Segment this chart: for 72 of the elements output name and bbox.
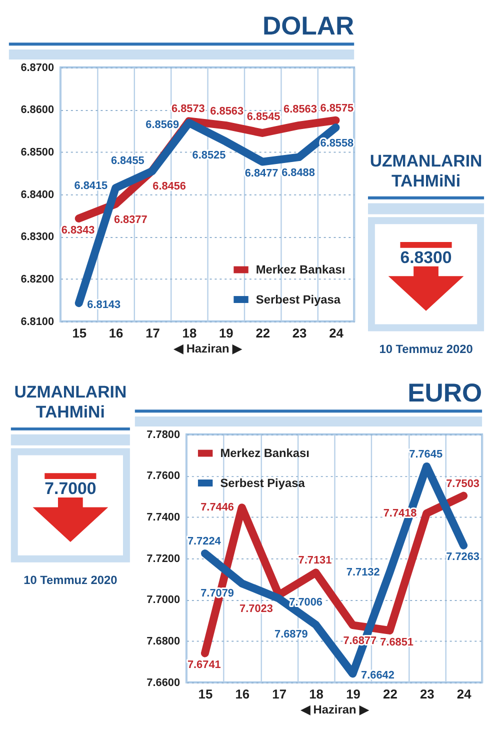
x-axis-title: ◀ Haziran ▶ [173, 342, 243, 356]
legend-label: Serbest Piyasa [220, 476, 306, 490]
data-label: 6.8456 [152, 180, 186, 193]
x-tick-label: 17 [146, 326, 160, 341]
data-label: 6.8569 [146, 118, 180, 131]
y-tick-label: 6.8500 [20, 146, 54, 159]
legend-label: Serbest Piyasa [256, 292, 341, 306]
x-tick-label: 22 [256, 326, 270, 341]
data-label: 7.7224 [187, 536, 221, 548]
text: 10 Temmuz 2020 [379, 342, 474, 356]
data-label: 7.6741 [187, 659, 221, 672]
data-label: 6.8545 [246, 111, 280, 124]
y-tick-label: 6.8700 [20, 62, 54, 74]
x-tick-label: 23 [292, 326, 307, 341]
data-label: 7.6851 [380, 636, 414, 648]
data-label: 6.8525 [192, 149, 226, 162]
y-tick-label: 6.8300 [20, 231, 54, 244]
data-label: 7.6879 [274, 628, 308, 641]
data-label: 6.8455 [110, 155, 144, 168]
x-tick-label: 22 [383, 686, 398, 702]
x-tick-label: 19 [346, 686, 360, 702]
y-tick-label: 6.8600 [20, 104, 54, 116]
data-label: 7.7131 [298, 554, 332, 567]
y-tick-label: 6.8200 [20, 273, 54, 286]
text: UZMANLARIN TAHMiNi [370, 152, 482, 190]
y-tick-label: 7.7600 [146, 470, 180, 482]
data-label: 6.8377 [114, 214, 148, 226]
x-axis-title: ◀ Haziran ▶ [300, 702, 370, 717]
x-tick-label: 24 [456, 686, 472, 702]
y-tick-label: 7.7000 [146, 594, 180, 606]
data-label: 7.7263 [446, 551, 480, 564]
x-tick-label: 19 [218, 326, 234, 341]
data-label: 6.8563 [210, 105, 244, 118]
x-tick-label: 16 [235, 686, 250, 702]
y-tick-label: 6.8100 [20, 316, 54, 328]
data-label: 6.8477 [244, 168, 278, 180]
y-tick-label: 7.7200 [146, 552, 180, 565]
data-label: 6.8488 [282, 166, 315, 179]
legend-label: Merkez Bankası [220, 446, 310, 460]
chart-title: DOLAR [262, 12, 354, 41]
data-label: 7.7023 [240, 602, 273, 615]
text: UZMANLARIN TAHMiNi [14, 382, 127, 422]
x-tick-label: 23 [420, 686, 434, 702]
data-label: 7.7645 [409, 448, 442, 461]
x-tick-label: 18 [182, 326, 197, 341]
y-tick-label: 6.8400 [20, 188, 54, 201]
x-tick-label: 16 [108, 326, 124, 341]
data-label: 7.7132 [346, 566, 380, 578]
x-tick-label: 17 [272, 686, 287, 702]
x-tick-label: 18 [309, 686, 324, 702]
text: 6.8300 [400, 248, 452, 267]
data-label: 7.7446 [200, 502, 234, 514]
data-label: 6.8575 [320, 102, 354, 114]
data-label: 6.8343 [61, 224, 95, 236]
data-label: 6.8563 [284, 103, 317, 116]
legend-label: Merkez Bankası [256, 262, 346, 277]
text: 10 Temmuz 2020 [24, 573, 118, 588]
data-label: 6.8415 [74, 180, 108, 192]
data-label: 7.6642 [361, 670, 394, 682]
x-tick-label: 24 [329, 326, 344, 341]
data-label: 6.8143 [87, 299, 121, 312]
data-label: 7.7503 [446, 478, 480, 490]
y-tick-label: 7.6800 [146, 636, 180, 648]
y-tick-label: 7.7400 [146, 512, 180, 524]
y-tick-label: 7.7800 [146, 428, 180, 441]
chart-title: EURO [408, 380, 482, 408]
text: 7.7000 [44, 478, 96, 498]
x-tick-label: 15 [72, 326, 87, 341]
data-label: 7.7006 [289, 596, 322, 608]
x-tick-label: 15 [198, 686, 213, 702]
y-tick-label: 7.6600 [146, 676, 180, 689]
data-label: 6.8573 [171, 103, 205, 116]
